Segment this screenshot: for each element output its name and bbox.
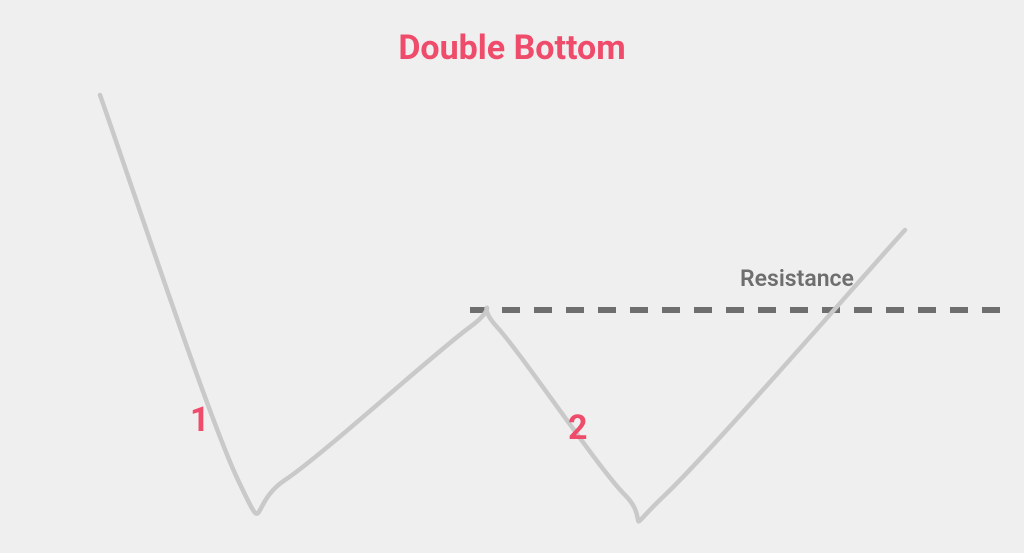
resistance-label: Resistance [740,265,854,292]
bottom-marker-1: 1 [190,400,210,440]
chart-svg [0,0,1024,553]
bottom-marker-2: 2 [568,408,588,448]
chart-canvas: Double Bottom Resistance 1 2 [0,0,1024,553]
